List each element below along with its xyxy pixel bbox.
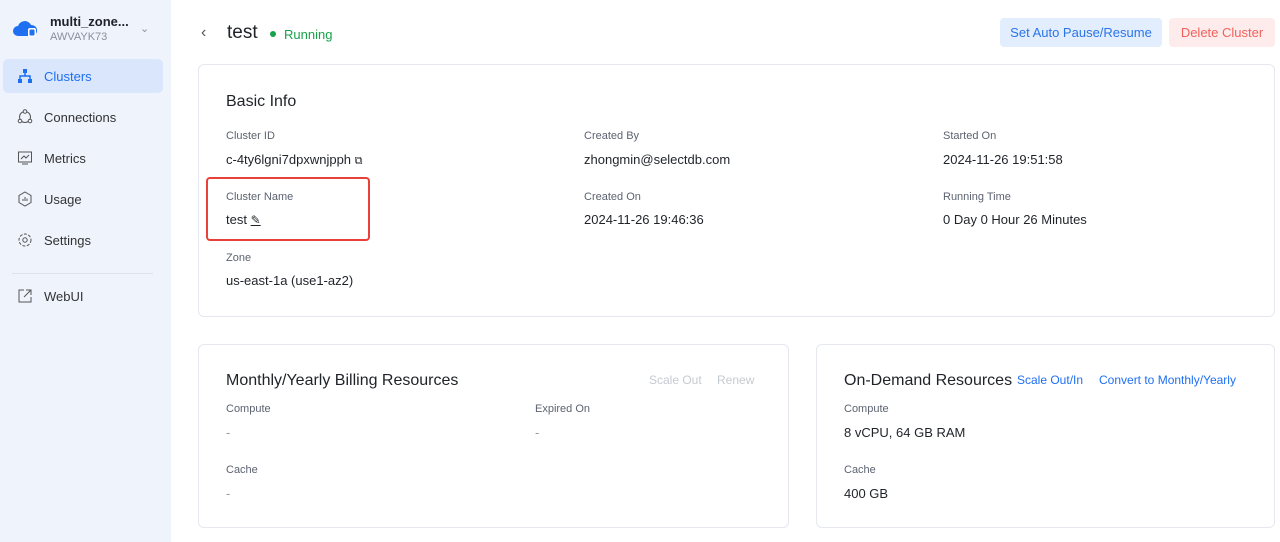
renew-button[interactable]: Renew [717, 373, 755, 387]
created-by: zhongmin@selectdb.com [584, 152, 731, 167]
label: Cache [844, 464, 876, 476]
cluster-id-value: c-4ty6lgni7dpxwnjpph [226, 152, 352, 167]
cache-value: - [226, 486, 231, 501]
sidebar-item-label: WebUI [44, 288, 84, 304]
label: Created On [584, 191, 641, 203]
gear-icon [18, 233, 32, 247]
cluster-name-value: test [226, 212, 247, 227]
back-icon[interactable]: ‹ [201, 24, 207, 41]
sidebar-item-label: Metrics [44, 150, 86, 166]
sidebar-item-webui[interactable]: WebUI [3, 279, 163, 313]
clusters-icon [18, 69, 32, 83]
highlight-box [206, 177, 370, 241]
on-demand-card: On-Demand Resources Scale Out/In Convert… [816, 344, 1275, 528]
running-time: 0 Day 0 Hour 26 Minutes [943, 212, 1087, 227]
status-badge: Running [270, 27, 332, 42]
monthly-billing-card: Monthly/Yearly Billing Resources Scale O… [198, 344, 789, 528]
sidebar-item-metrics[interactable]: Metrics [3, 141, 163, 175]
label: Zone [226, 252, 252, 264]
label: Started On [943, 130, 997, 142]
connections-icon [17, 109, 33, 124]
card-title: Monthly/Yearly Billing Resources [226, 372, 459, 389]
sidebar-item-label: Connections [44, 109, 117, 125]
cloud-logo-icon [13, 21, 38, 37]
org-switcher[interactable]: multi_zone... AWVAYK73 ⌄ [12, 14, 162, 46]
created-on: 2024-11-26 19:46:36 [584, 212, 704, 227]
sidebar-divider [12, 273, 153, 274]
compute-value: - [226, 425, 231, 440]
label: Cache [226, 464, 258, 476]
sidebar-item-label: Usage [44, 191, 82, 207]
sidebar-item-label: Clusters [44, 68, 92, 84]
label: Expired On [535, 403, 591, 415]
sidebar-item-label: Settings [44, 232, 91, 248]
external-link-icon [18, 289, 32, 303]
label: Compute [844, 403, 889, 415]
convert-link[interactable]: Convert to Monthly/Yearly [1099, 373, 1236, 387]
scale-out-button[interactable]: Scale Out [649, 373, 702, 387]
sidebar-item-clusters[interactable]: Clusters [3, 59, 163, 93]
org-name: multi_zone... [50, 14, 129, 29]
started-on: 2024-11-26 19:51:58 [943, 152, 1063, 167]
cluster-id: c-4ty6lgni7dpxwnjpph ⧉ [226, 152, 363, 168]
delete-cluster-button[interactable]: Delete Cluster [1169, 18, 1275, 47]
copy-icon[interactable]: ⧉ [354, 155, 363, 167]
basic-info-card: Basic Info Cluster ID c-4ty6lgni7dpxwnjp… [198, 64, 1275, 317]
expired-value: - [535, 425, 540, 440]
card-title: Basic Info [226, 93, 297, 110]
chevron-down-icon[interactable]: ⌄ [140, 23, 150, 35]
compute-value: 8 vCPU, 64 GB RAM [844, 425, 966, 440]
sidebar: multi_zone... AWVAYK73 ⌄ Clusters Connec… [0, 0, 171, 542]
sidebar-item-connections[interactable]: Connections [3, 100, 163, 134]
card-title: On-Demand Resources [844, 372, 1013, 389]
cluster-name: test ✎ [226, 212, 261, 227]
usage-icon [18, 191, 32, 207]
metrics-icon [18, 151, 32, 165]
label: Cluster ID [226, 130, 275, 142]
label: Cluster Name [226, 191, 294, 203]
zone: us-east-1a (use1-az2) [226, 273, 354, 288]
cache-value: 400 GB [844, 486, 889, 501]
sidebar-item-usage[interactable]: Usage [3, 182, 163, 216]
scale-out-in-link[interactable]: Scale Out/In [1017, 373, 1084, 387]
set-auto-pause-button[interactable]: Set Auto Pause/Resume [1000, 18, 1162, 47]
org-id: AWVAYK73 [50, 31, 108, 43]
sidebar-item-settings[interactable]: Settings [3, 223, 163, 257]
label: Created By [584, 130, 640, 142]
label: Running Time [943, 191, 1011, 203]
edit-icon[interactable]: ✎ [250, 213, 261, 227]
label: Compute [226, 403, 271, 415]
page-title: test [227, 22, 258, 43]
